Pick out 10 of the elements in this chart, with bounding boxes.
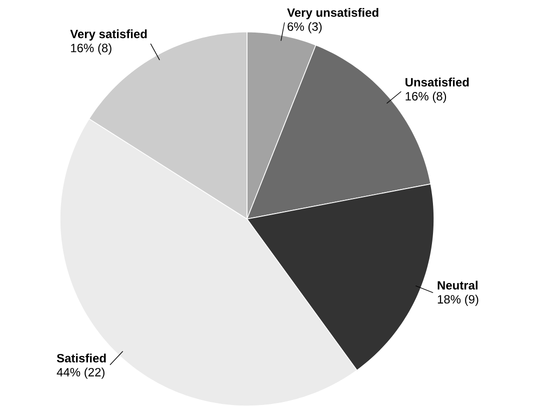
- data-label: 18% (9): [438, 294, 478, 306]
- data-label: 16% (8): [406, 92, 446, 103]
- slice-label: Very unsatisfied: [287, 8, 378, 20]
- slice-label: Very satisfied: [70, 29, 147, 41]
- data-label: 16% (8): [71, 43, 112, 55]
- slice-label: Satisfied: [56, 354, 106, 362]
- slice-label: Unsatisfied: [406, 78, 469, 86]
- data-label: 44% (22): [56, 368, 104, 379]
- data-label: 6% (3): [288, 22, 322, 34]
- slice-label: Neutral: [438, 280, 478, 290]
